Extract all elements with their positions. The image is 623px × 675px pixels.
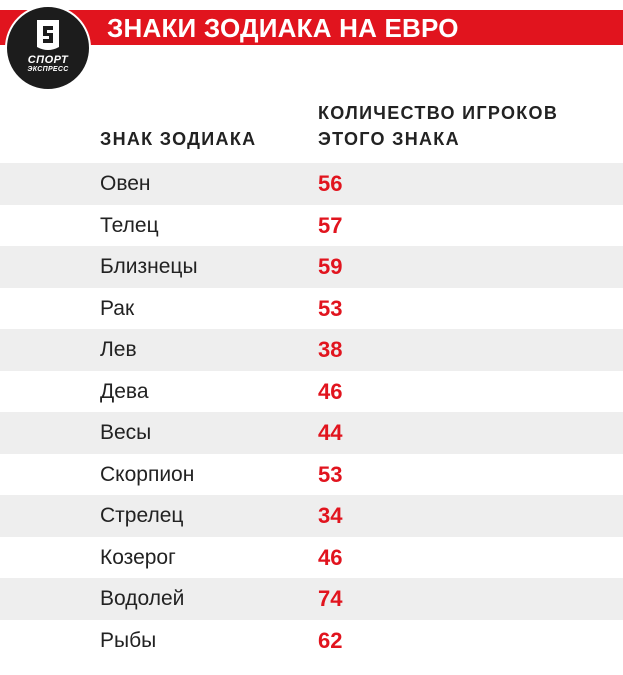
player-count: 46 xyxy=(318,378,343,404)
logo-shield-icon xyxy=(37,20,59,50)
table-row: Козерог 46 xyxy=(0,537,623,579)
zodiac-sign-name: Овен xyxy=(100,172,151,195)
player-count: 74 xyxy=(318,586,343,611)
player-count: 57 xyxy=(318,212,343,238)
zodiac-sign-name: Лев xyxy=(100,338,137,361)
player-count: 62 xyxy=(318,627,343,653)
table-row: Рыбы 62 xyxy=(0,620,623,662)
zodiac-sign-name: Рак xyxy=(100,296,135,320)
table-row: Стрелец 34 xyxy=(0,495,623,537)
zodiac-sign-name: Скорпион xyxy=(100,462,195,486)
zodiac-sign-name: Рыбы xyxy=(100,628,157,652)
page-title: ЗНАКИ ЗОДИАКА НА ЕВРО xyxy=(107,13,459,43)
zodiac-sign-name: Близнецы xyxy=(100,255,198,278)
column-header-count-line1: КОЛИЧЕСТВО ИГРОКОВ xyxy=(318,103,559,123)
zodiac-sign-name: Стрелец xyxy=(100,504,184,527)
table-row: Скорпион 53 xyxy=(0,454,623,496)
player-count: 53 xyxy=(318,461,343,487)
column-header-count-line2: ЭТОГО ЗНАКА xyxy=(318,129,460,149)
table-row: Телец 57 xyxy=(0,205,623,247)
column-header-count: КОЛИЧЕСТВО ИГРОКОВ ЭТОГО ЗНАКА xyxy=(318,100,558,152)
player-count: 44 xyxy=(318,420,343,445)
sport-express-logo: СПОРТ ЭКСПРЕСС xyxy=(5,5,91,91)
player-count: 46 xyxy=(318,544,343,570)
zodiac-sign-name: Дева xyxy=(100,379,149,403)
logo-sub-text: ЭКСПРЕСС xyxy=(27,66,69,73)
table-row: Рак 53 xyxy=(0,288,623,330)
column-header-sign: ЗНАК ЗОДИАКА xyxy=(100,129,257,149)
player-count: 59 xyxy=(318,254,343,279)
zodiac-sign-name: Телец xyxy=(100,213,159,237)
zodiac-sign-name: Водолей xyxy=(100,587,185,610)
zodiac-sign-name: Козерог xyxy=(100,545,176,569)
table-row: Близнецы 59 xyxy=(0,246,623,288)
table-row: Водолей 74 xyxy=(0,578,623,620)
table-row: Дева 46 xyxy=(0,371,623,413)
table-row: Лев 38 xyxy=(0,329,623,371)
player-count: 53 xyxy=(318,295,343,321)
header-bar xyxy=(0,10,623,45)
player-count: 56 xyxy=(318,171,343,196)
zodiac-table: Овен 56 Телец 57 Близнецы 59 Рак 53 Лев … xyxy=(0,163,623,661)
table-row: Овен 56 xyxy=(0,163,623,205)
logo-main-text: СПОРТ xyxy=(27,54,69,66)
player-count: 38 xyxy=(318,337,343,362)
player-count: 34 xyxy=(318,503,343,528)
zodiac-sign-name: Весы xyxy=(100,421,152,444)
table-row: Весы 44 xyxy=(0,412,623,454)
